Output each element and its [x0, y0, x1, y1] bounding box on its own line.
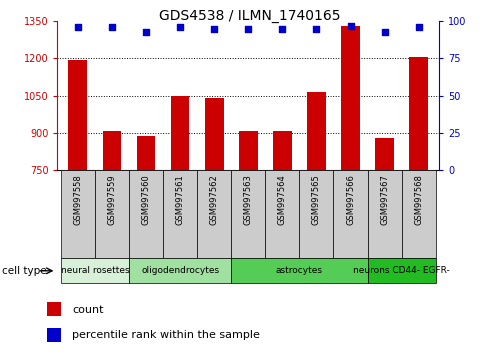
Point [381, 29, 389, 34]
Point [244, 26, 252, 32]
Bar [341, 26, 360, 354]
Text: GSM997563: GSM997563 [244, 174, 253, 225]
Bar [368, 258, 436, 283]
Bar [299, 170, 333, 258]
Bar [103, 131, 121, 354]
Bar [61, 170, 95, 258]
Text: GDS4538 / ILMN_1740165: GDS4538 / ILMN_1740165 [159, 9, 340, 23]
Point [278, 26, 286, 32]
Bar [197, 170, 231, 258]
Point [312, 26, 320, 32]
Text: GSM997562: GSM997562 [210, 174, 219, 225]
Bar [171, 96, 190, 354]
Text: GSM997564: GSM997564 [278, 174, 287, 225]
Bar [402, 170, 436, 258]
Bar [307, 92, 326, 354]
Bar [231, 170, 265, 258]
Text: neural rosettes: neural rosettes [60, 266, 129, 275]
Point [142, 29, 150, 34]
Bar [129, 170, 163, 258]
Bar [163, 170, 197, 258]
Bar [61, 258, 129, 283]
Text: GSM997561: GSM997561 [176, 174, 185, 225]
Bar [137, 136, 155, 354]
Text: oligodendrocytes: oligodendrocytes [141, 266, 219, 275]
Text: GSM997566: GSM997566 [346, 174, 355, 225]
Point [415, 24, 423, 30]
Text: astrocytes: astrocytes [276, 266, 323, 275]
Point [108, 24, 116, 30]
Text: GSM997558: GSM997558 [73, 174, 82, 225]
Bar [47, 328, 61, 342]
Bar [368, 170, 402, 258]
Text: GSM997568: GSM997568 [414, 174, 423, 225]
Text: percentile rank within the sample: percentile rank within the sample [72, 330, 260, 340]
Bar [47, 302, 61, 316]
Point [210, 26, 218, 32]
Point [74, 24, 82, 30]
Bar [205, 98, 224, 354]
Bar [239, 131, 257, 354]
Text: neurons CD44- EGFR-: neurons CD44- EGFR- [353, 266, 450, 275]
Point [346, 23, 354, 29]
Bar [375, 138, 394, 354]
Bar [265, 170, 299, 258]
Bar [68, 60, 87, 354]
Point [176, 24, 184, 30]
Text: GSM997567: GSM997567 [380, 174, 389, 225]
Text: count: count [72, 305, 104, 315]
Text: GSM997559: GSM997559 [107, 174, 116, 225]
Bar [231, 258, 368, 283]
Text: cell type: cell type [2, 266, 47, 276]
Text: GSM997560: GSM997560 [142, 174, 151, 225]
Bar [409, 57, 428, 354]
Text: GSM997565: GSM997565 [312, 174, 321, 225]
Bar [95, 170, 129, 258]
Bar [129, 258, 231, 283]
Bar [273, 131, 292, 354]
Bar [333, 170, 368, 258]
